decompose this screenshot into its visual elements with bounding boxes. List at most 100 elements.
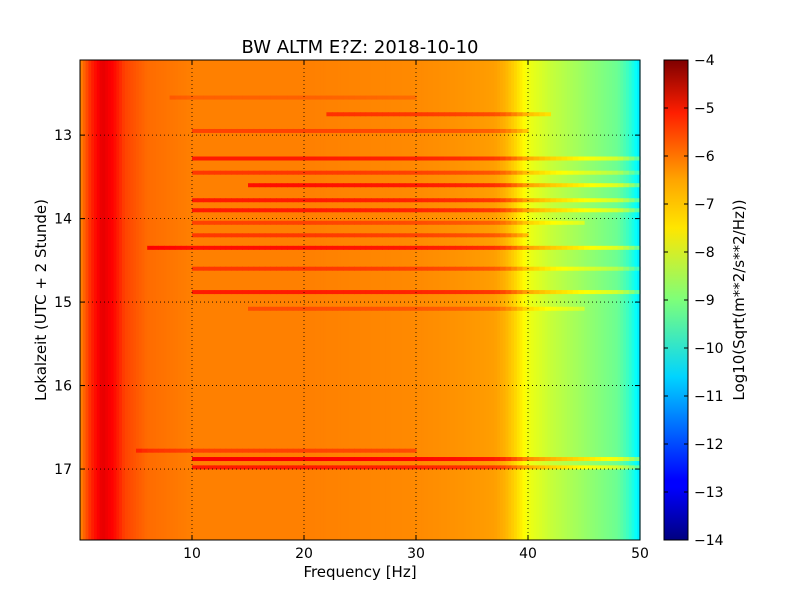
spectral-band-segment xyxy=(253,220,260,225)
spectral-band-segment xyxy=(455,128,462,133)
spectral-band-segment xyxy=(192,170,199,175)
spectral-band-segment xyxy=(561,208,568,213)
spectral-band-segment xyxy=(348,266,355,271)
spectral-band-segment xyxy=(572,306,579,311)
spectral-band-segment xyxy=(388,183,395,188)
spectral-band-segment xyxy=(225,95,232,100)
spectrogram-column xyxy=(290,60,294,540)
spectral-band-segment xyxy=(600,170,607,175)
spectral-band-segment xyxy=(354,112,361,117)
spectral-band-segment xyxy=(427,183,434,188)
colorbar-tick-label: −13 xyxy=(694,485,724,501)
spectral-band-segment xyxy=(460,245,467,250)
spectral-band-segment xyxy=(550,208,557,213)
spectral-band-segment xyxy=(455,170,462,175)
spectral-band-segment xyxy=(220,95,227,100)
spectrogram-column xyxy=(217,60,221,540)
spectral-band-segment xyxy=(192,156,199,161)
spectral-band-segment xyxy=(589,457,596,462)
spectral-band-segment xyxy=(348,465,355,470)
spectral-band-segment xyxy=(152,245,159,250)
spectrogram-column xyxy=(351,60,355,540)
spectral-band-segment xyxy=(511,112,518,117)
spectral-band-segment xyxy=(175,245,182,250)
spectral-band-segment xyxy=(393,183,400,188)
spectral-band-segment xyxy=(404,220,411,225)
spectral-band-segment xyxy=(567,245,574,250)
spectrogram-column xyxy=(122,60,126,540)
spectral-band-segment xyxy=(589,156,596,161)
spectral-band-segment xyxy=(410,183,417,188)
spectral-band-segment xyxy=(455,465,462,470)
spectral-band-segment xyxy=(528,457,535,462)
spectral-band-segment xyxy=(203,198,210,203)
spectral-band-segment xyxy=(466,457,473,462)
spectrogram-column xyxy=(365,60,369,540)
spectral-band-segment xyxy=(236,448,243,453)
spectral-band-segment xyxy=(388,245,395,250)
spectral-band-segment xyxy=(399,112,406,117)
spectral-band-segment xyxy=(236,245,243,250)
spectral-band-segment xyxy=(276,465,283,470)
spectral-band-segment xyxy=(494,112,501,117)
spectral-band-segment xyxy=(365,266,372,271)
spectral-band-segment xyxy=(287,220,294,225)
spectral-band-segment xyxy=(281,266,288,271)
spectral-band-segment xyxy=(516,457,523,462)
spectral-band-segment xyxy=(421,198,428,203)
spectral-band-segment xyxy=(472,233,479,238)
spectral-band-segment xyxy=(572,220,579,225)
spectral-band-segment xyxy=(388,95,395,100)
spectrogram-column xyxy=(589,60,593,540)
spectral-band-segment xyxy=(343,448,350,453)
spectrogram-column xyxy=(147,60,151,540)
spectral-band-segment xyxy=(253,457,260,462)
spectral-band-segment xyxy=(505,245,512,250)
spectral-band-segment xyxy=(315,306,322,311)
spectral-band-segment xyxy=(556,306,563,311)
spectral-band-segment xyxy=(528,465,535,470)
spectrogram-column xyxy=(502,60,507,540)
spectrogram-column xyxy=(382,60,386,540)
spectral-band-segment xyxy=(561,266,568,271)
spectral-band-segment xyxy=(253,128,260,133)
spectral-band-segment xyxy=(214,457,221,462)
spectral-band-segment xyxy=(197,208,204,213)
spectral-band-segment xyxy=(488,465,495,470)
colorbar: −4 −5 −6 −7 −8 −9 −10 −11 −12 −13 −14 Log10(Sqrt(m… xyxy=(663,53,748,549)
spectral-band-segment xyxy=(494,290,501,295)
spectral-band-segment xyxy=(567,208,574,213)
spectral-band-segment xyxy=(561,198,568,203)
spectral-band-segment xyxy=(197,220,204,225)
spectral-band-segment xyxy=(214,128,221,133)
spectrogram-column xyxy=(206,60,210,540)
x-tick-label: 20 xyxy=(295,546,313,562)
spectral-band-segment xyxy=(410,233,417,238)
spectral-band-segment xyxy=(505,220,512,225)
spectral-band-segment xyxy=(253,266,260,271)
spectral-band-segment xyxy=(460,233,467,238)
spectrogram-column xyxy=(85,60,89,540)
spectral-band-segment xyxy=(376,290,383,295)
spectral-band-segment xyxy=(455,156,462,161)
spectral-band-segment xyxy=(382,95,389,100)
spectrogram-column xyxy=(444,60,448,540)
spectral-band-segment xyxy=(343,306,350,311)
spectral-band-segment xyxy=(365,306,372,311)
spectral-band-segment xyxy=(477,128,484,133)
colorbar-tick-label: −11 xyxy=(694,389,724,405)
spectral-band-segment xyxy=(500,465,507,470)
spectral-band-segment xyxy=(292,306,299,311)
spectral-band-segment xyxy=(427,290,434,295)
spectral-band-segment xyxy=(287,266,294,271)
spectrogram-column xyxy=(399,60,403,540)
spectral-band-segment xyxy=(332,198,339,203)
spectral-band-segment xyxy=(466,306,473,311)
spectral-band-segment xyxy=(175,95,182,100)
spectrogram-column xyxy=(175,60,179,540)
spectral-band-segment xyxy=(628,156,635,161)
spectral-band-segment xyxy=(203,233,210,238)
spectral-band-segment xyxy=(382,208,389,213)
spectral-band-segment xyxy=(460,208,467,213)
spectral-band-segment xyxy=(600,208,607,213)
